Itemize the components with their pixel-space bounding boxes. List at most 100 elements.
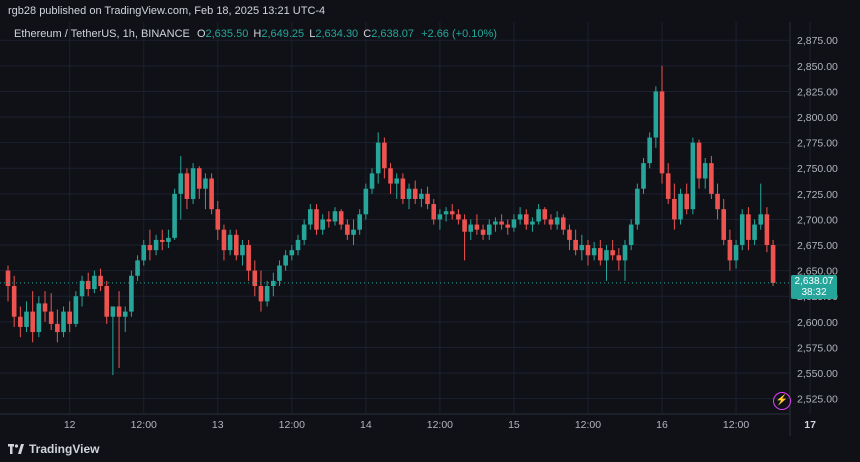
candle-body <box>233 234 239 256</box>
candle-body <box>271 280 276 286</box>
candle-body <box>739 214 745 246</box>
candle-body <box>554 217 560 225</box>
price-tick-label: 2,700.00 <box>797 214 838 226</box>
candle-body <box>443 211 449 215</box>
candle-body <box>591 248 597 256</box>
candle-body <box>733 245 739 261</box>
candle-body <box>314 209 319 230</box>
plot-background <box>0 22 790 436</box>
candle-body <box>203 178 208 189</box>
candle-body <box>635 188 640 225</box>
price-tick-label: 2,550.00 <box>797 368 838 380</box>
candle-body <box>73 296 79 324</box>
candle-body <box>320 219 325 230</box>
candle-body <box>678 193 683 220</box>
time-tick-label: 12:00 <box>131 419 157 431</box>
flash-icon[interactable]: ⚡ <box>773 392 791 410</box>
candle-body <box>456 214 461 220</box>
candle-body <box>567 229 572 240</box>
candle-body <box>573 239 578 251</box>
top-bar: rgb28 published on TradingView.com, Feb … <box>0 0 860 22</box>
candle-body <box>338 211 344 225</box>
candle-body <box>283 255 288 266</box>
close-label: C <box>363 28 372 40</box>
candle-body <box>61 311 66 333</box>
price-tick-label: 2,800.00 <box>797 112 838 124</box>
candle-body <box>122 311 128 317</box>
candle-body <box>517 214 523 220</box>
candle-body <box>770 245 776 283</box>
price-axis[interactable]: 2,525.002,550.002,575.002,600.002,625.00… <box>797 35 838 405</box>
candle-body <box>351 229 356 235</box>
price-tick-label: 2,825.00 <box>797 86 838 98</box>
high-label: H <box>253 28 262 40</box>
price-tick-label: 2,525.00 <box>797 394 838 406</box>
candle-body <box>166 237 171 242</box>
last-price-value: 2,638.07 <box>794 276 834 287</box>
candle-body <box>42 303 48 312</box>
brand[interactable]: TradingView <box>8 442 99 456</box>
publisher-line: rgb28 published on TradingView.com, Feb … <box>8 5 326 17</box>
tradingview-logo-icon <box>8 444 24 454</box>
price-tick-label: 2,750.00 <box>797 163 838 175</box>
candle-body <box>85 280 91 290</box>
candle-body <box>147 245 153 251</box>
candle-body <box>55 323 60 333</box>
candle-body <box>246 245 251 271</box>
candle-body <box>523 214 529 225</box>
candle-body <box>221 229 227 251</box>
candle-body <box>561 217 566 230</box>
candles <box>5 65 776 376</box>
candle-body <box>388 168 393 184</box>
candle-body <box>406 188 412 199</box>
price-chart[interactable]: 2,525.002,550.002,575.002,600.002,625.00… <box>0 22 860 436</box>
candle-body <box>702 163 708 179</box>
candle-body <box>159 239 165 242</box>
time-tick-label: 15 <box>508 419 520 431</box>
candle-body <box>709 163 714 194</box>
candle-body <box>240 245 245 256</box>
candle-body <box>758 214 764 225</box>
candle-body <box>610 250 615 256</box>
candle-body <box>493 221 498 225</box>
candle-body <box>190 168 196 199</box>
candle-body <box>295 239 301 251</box>
candle-body <box>431 204 437 220</box>
candle-body <box>18 316 23 327</box>
candle-body <box>363 188 369 215</box>
candle-body <box>462 219 467 232</box>
candle-body <box>369 173 375 189</box>
candle-body <box>721 209 727 240</box>
price-tick-label: 2,775.00 <box>797 138 838 150</box>
candle-body <box>437 214 443 220</box>
candle-body <box>184 173 190 199</box>
symbol-legend: Ethereum / TetherUS, 1h, BINANCE O2,635.… <box>14 28 497 40</box>
candle-body <box>264 286 270 302</box>
time-tick-label: 12:00 <box>427 419 453 431</box>
candle-body <box>326 219 332 222</box>
candle-body <box>511 219 517 228</box>
candle-body <box>5 270 11 286</box>
candle-body <box>579 245 585 251</box>
candle-body <box>604 250 609 261</box>
time-axis[interactable]: 1212:001312:001412:001512:001612:001712:… <box>64 419 860 431</box>
low-label: L <box>309 28 316 40</box>
price-tick-label: 2,875.00 <box>797 35 838 47</box>
candle-body <box>301 224 307 240</box>
low-value: 2,634.30 <box>315 28 359 40</box>
candle-body <box>715 193 720 210</box>
symbol-title: Ethereum / TetherUS, 1h, BINANCE <box>14 28 190 40</box>
candle-body <box>468 224 474 232</box>
candle-body <box>209 178 214 210</box>
candle-body <box>332 211 338 222</box>
candle-body <box>499 221 504 225</box>
change-value: +2.66 (+0.10%) <box>421 28 497 40</box>
candle-body <box>622 245 628 261</box>
brand-name: TradingView <box>29 442 100 456</box>
candle-body <box>696 142 702 179</box>
candle-body <box>727 239 733 261</box>
price-tick-label: 2,575.00 <box>797 342 838 354</box>
candle-body <box>215 209 221 230</box>
candle-body <box>653 91 659 138</box>
